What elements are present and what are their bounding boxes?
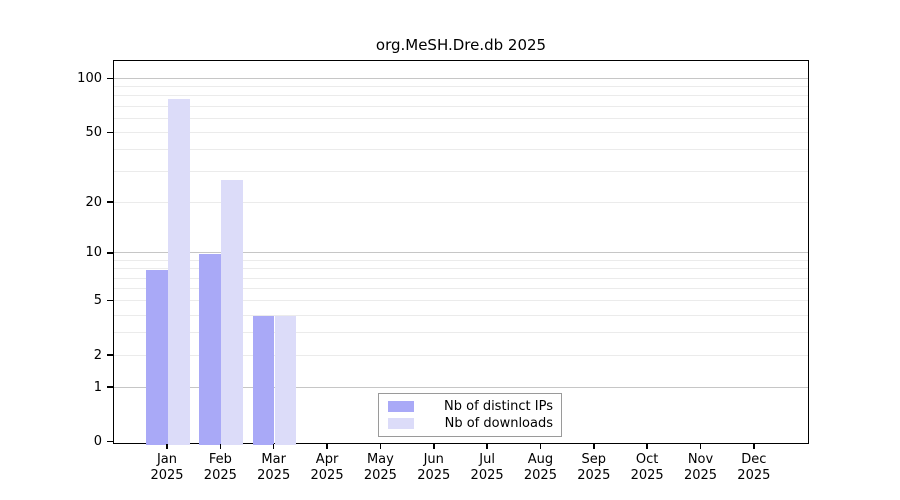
gridline-minor bbox=[114, 117, 808, 119]
x-axis-tick bbox=[433, 444, 435, 449]
x-axis-tick bbox=[593, 444, 595, 449]
x-axis-tick bbox=[166, 444, 168, 449]
x-axis-label-year: 2025 bbox=[737, 468, 771, 483]
x-axis-label-month: Nov bbox=[687, 452, 714, 467]
x-axis-label-year: 2025 bbox=[150, 468, 184, 483]
gridline-minor bbox=[114, 201, 808, 203]
gridline-minor bbox=[114, 277, 808, 279]
y-axis-tick bbox=[107, 440, 113, 443]
y-axis-label: 2 bbox=[93, 347, 102, 363]
bar-feb-distinct-ips bbox=[199, 253, 221, 445]
x-axis-tick bbox=[753, 444, 755, 449]
x-axis-label-year: 2025 bbox=[577, 468, 611, 483]
gridline-minor bbox=[114, 314, 808, 316]
bar-jan-distinct-ips bbox=[146, 269, 168, 445]
legend-item-distinct-ips: Nb of distinct IPs bbox=[388, 399, 553, 414]
x-axis-tick bbox=[539, 444, 542, 449]
gridline-minor bbox=[114, 288, 808, 290]
y-axis-label: 10 bbox=[85, 245, 102, 261]
x-axis-label: Feb 2025 bbox=[190, 452, 250, 484]
gridline-minor bbox=[114, 170, 808, 172]
x-axis-label-year: 2025 bbox=[203, 468, 237, 483]
legend-item-downloads: Nb of downloads bbox=[388, 416, 553, 431]
y-axis-tick bbox=[107, 386, 113, 388]
x-axis-label: Jan 2025 bbox=[137, 452, 197, 484]
x-axis-label: Jun 2025 bbox=[404, 452, 464, 484]
gridline-minor bbox=[114, 332, 808, 334]
x-axis-label-month: Dec bbox=[741, 452, 767, 467]
y-axis-label: 5 bbox=[93, 293, 102, 309]
x-axis-label: Mar 2025 bbox=[244, 452, 304, 484]
legend-label-downloads: Nb of downloads bbox=[444, 416, 553, 432]
x-axis-tick bbox=[219, 444, 222, 449]
y-axis-tick bbox=[107, 354, 113, 356]
chart-title: org.MeSH.Dre.db 2025 bbox=[375, 36, 547, 54]
y-axis-label: 1 bbox=[93, 379, 102, 395]
x-axis-label-year: 2025 bbox=[523, 468, 557, 483]
x-axis-label-month: Sep bbox=[581, 452, 607, 467]
gridline-minor bbox=[114, 354, 808, 356]
legend-swatch-distinct-ips bbox=[388, 400, 414, 412]
x-axis-tick bbox=[646, 444, 648, 449]
gridline-minor bbox=[114, 259, 808, 261]
x-axis-tick bbox=[699, 444, 702, 449]
bar-jan-downloads bbox=[168, 98, 190, 445]
x-axis-tick bbox=[486, 444, 488, 449]
gridline-major bbox=[114, 252, 808, 254]
x-axis-label: Oct 2025 bbox=[617, 452, 677, 484]
gridline-minor bbox=[114, 95, 808, 97]
y-axis-label: 0 bbox=[93, 434, 102, 450]
x-axis-label-year: 2025 bbox=[417, 468, 451, 483]
x-axis-label-month: Apr bbox=[315, 452, 339, 467]
x-axis-label: Dec 2025 bbox=[724, 452, 784, 484]
x-axis-label-month: May bbox=[366, 452, 394, 467]
x-axis-tick bbox=[379, 444, 382, 449]
x-axis-tick bbox=[326, 444, 328, 449]
x-axis-label: Nov 2025 bbox=[671, 452, 731, 484]
plot-area bbox=[113, 60, 809, 445]
y-axis-tick bbox=[107, 131, 113, 133]
gridline-minor bbox=[114, 148, 808, 150]
y-axis-tick bbox=[107, 201, 113, 203]
y-axis-tick bbox=[107, 77, 113, 80]
x-axis-label: Sep 2025 bbox=[564, 452, 624, 484]
bar-feb-downloads bbox=[221, 180, 243, 445]
x-axis-label-year: 2025 bbox=[310, 468, 344, 483]
x-axis-label-month: Jan bbox=[156, 452, 178, 467]
x-axis-label: Aug 2025 bbox=[510, 452, 570, 484]
x-axis-label-month: Feb bbox=[208, 452, 232, 467]
bar-mar-distinct-ips bbox=[252, 316, 275, 445]
gridline-major bbox=[114, 386, 808, 388]
x-axis-label-month: Jun bbox=[423, 452, 444, 467]
gridline-minor bbox=[114, 131, 808, 133]
x-axis-label-year: 2025 bbox=[363, 468, 397, 483]
gridline-minor bbox=[114, 86, 808, 88]
y-axis-label: 100 bbox=[77, 70, 102, 86]
legend: Nb of distinct IPs Nb of downloads bbox=[378, 393, 562, 437]
gridline-minor bbox=[114, 105, 808, 107]
y-axis-label: 20 bbox=[85, 194, 102, 210]
y-axis-label: 50 bbox=[85, 124, 102, 140]
x-axis-tick bbox=[272, 444, 275, 449]
legend-label-distinct-ips: Nb of distinct IPs bbox=[444, 398, 553, 414]
x-axis-label: Apr 2025 bbox=[297, 452, 357, 484]
legend-swatch-downloads bbox=[388, 418, 414, 430]
bar-mar-downloads bbox=[274, 316, 297, 445]
gridline-minor bbox=[114, 268, 808, 270]
x-axis-label-month: Aug bbox=[527, 452, 554, 467]
y-axis-tick bbox=[107, 299, 113, 302]
y-axis-tick bbox=[107, 252, 113, 254]
gridline-minor bbox=[114, 300, 808, 302]
x-axis-label-month: Mar bbox=[261, 452, 286, 467]
x-axis-label: May 2025 bbox=[350, 452, 410, 484]
x-axis-label-year: 2025 bbox=[683, 468, 718, 483]
x-axis-label-month: Jul bbox=[479, 452, 495, 467]
x-axis-label-year: 2025 bbox=[630, 468, 664, 483]
x-axis-label-year: 2025 bbox=[257, 468, 291, 483]
x-axis-label-month: Oct bbox=[635, 452, 659, 467]
gridline-major bbox=[114, 77, 808, 79]
x-axis-label-year: 2025 bbox=[470, 468, 504, 483]
x-axis-label: Jul 2025 bbox=[457, 452, 517, 484]
